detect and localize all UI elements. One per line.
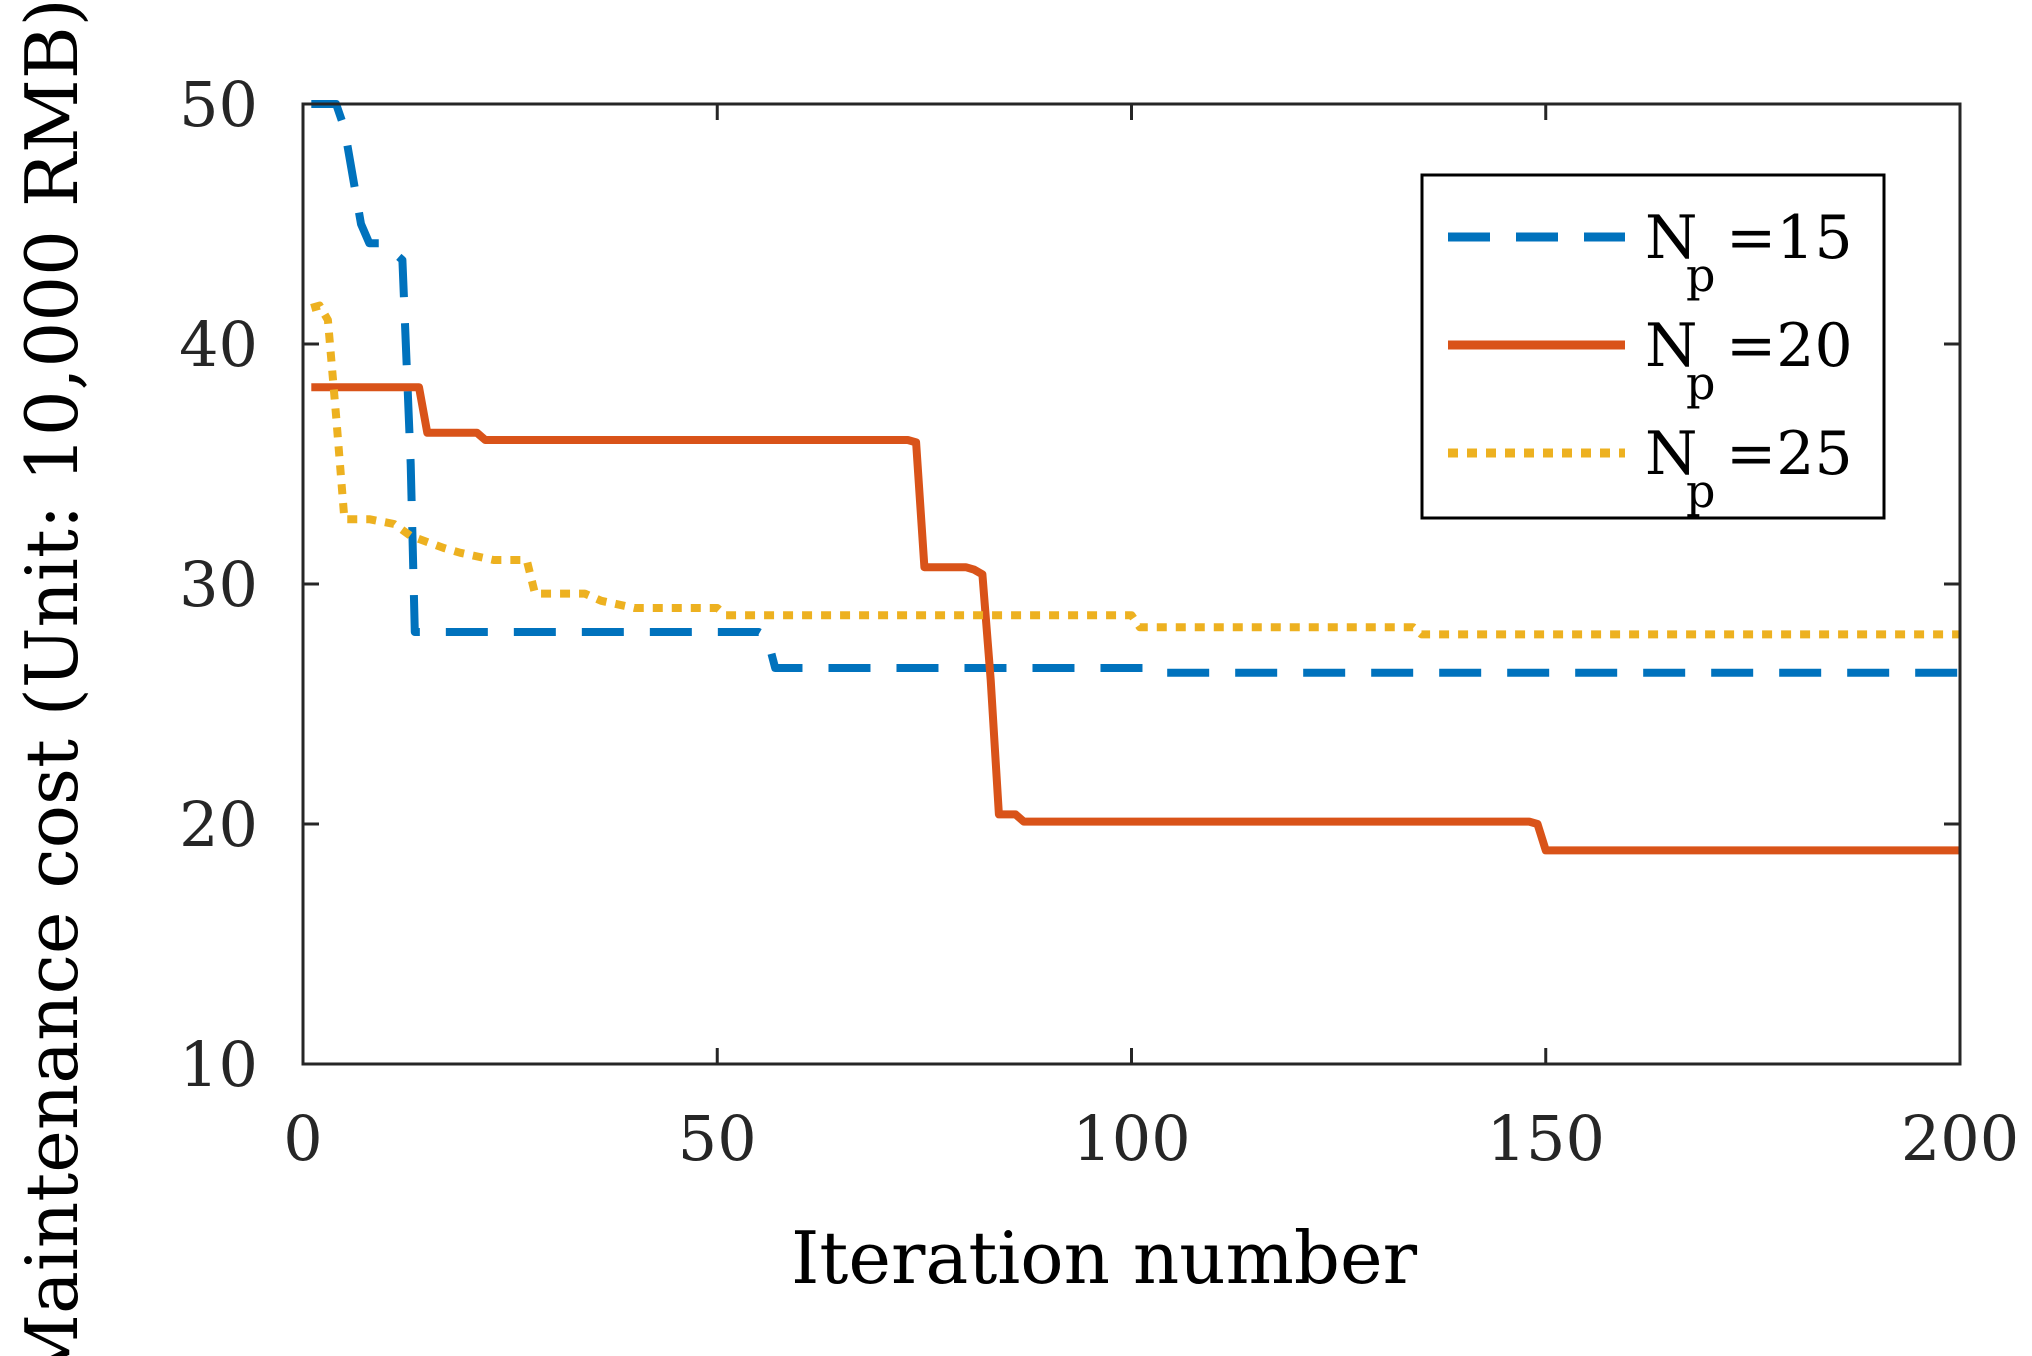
y-tick-label: 10 [179,1028,258,1101]
x-tick-labels: 0 50 100 150 200 [283,1102,2019,1175]
y-tick-labels: 10 20 30 40 50 [179,68,258,1101]
plot-lines [310,100,1960,855]
series-line-1 [311,100,1960,677]
legend-label-value: =15 [1726,203,1853,273]
legend-label-sub: p [1686,464,1715,518]
series-line-2 [311,383,1960,855]
legend-label-main: N [1645,419,1698,489]
legend-label-value: =20 [1726,311,1853,381]
y-tick-label: 40 [179,308,258,381]
y-tick-label: 20 [179,788,258,861]
series-line-3 [310,301,1960,639]
x-tick-label: 200 [1901,1102,2019,1175]
legend-label-sub: p [1686,356,1715,410]
legend-label-main: N [1645,311,1698,381]
legend-label-value: =25 [1726,419,1853,489]
x-tick-label: 100 [1072,1102,1190,1175]
x-tick-label: 0 [283,1102,322,1175]
legend-label-main: N [1645,203,1698,273]
legend-label-sub: p [1686,248,1715,302]
x-tick-label: 150 [1487,1102,1605,1175]
x-tick-label: 50 [678,1102,757,1175]
y-tick-label: 30 [179,548,258,621]
x-axis-title: Iteration number [791,1216,1418,1300]
axis-ticks [301,102,1962,1066]
y-axis-title: Maintenance cost (Unit: 10,000 RMB) [10,0,94,1356]
y-tick-label: 50 [179,68,258,141]
